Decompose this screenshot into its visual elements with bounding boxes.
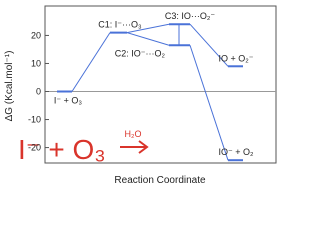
x-axis-label: Reaction Coordinate: [114, 175, 206, 186]
connector: [71, 32, 111, 92]
chart: Reaction Coordinate ΔG (Kcal.mol⁻¹) I⁻ +…: [4, 5, 277, 186]
state-label: C1: I⁻···O₃: [98, 20, 142, 30]
annotation: I⁻ + O₃: [18, 134, 106, 165]
connector: [189, 23, 229, 67]
state-label: IO⁻ + O₂: [218, 147, 254, 157]
page: {"chart_data": {"type": "energy-diagram"…: [4, 5, 277, 186]
y-tick-label: -20: [28, 143, 41, 153]
state-label: C3: IO···O₂⁻: [165, 11, 215, 21]
y-tick-label: 0: [36, 87, 41, 97]
state-label: IO + O₂⁻: [218, 53, 253, 63]
y-axis-label: ΔG (Kcal.mol⁻¹): [4, 51, 15, 122]
connector: [126, 23, 170, 34]
y-tick-label: 20: [31, 30, 41, 40]
plot-frame: [44, 5, 277, 164]
y-tick-label: -10: [28, 115, 41, 125]
connector: [189, 45, 229, 161]
y-tick-label: 10: [31, 58, 41, 68]
arrow-label: H₂O: [125, 129, 142, 139]
arrow-head: [138, 140, 149, 154]
state-label: I⁻ + O₃: [54, 96, 83, 106]
state-label: C2: IO⁻···O₂: [115, 48, 166, 58]
connector: [126, 32, 170, 46]
